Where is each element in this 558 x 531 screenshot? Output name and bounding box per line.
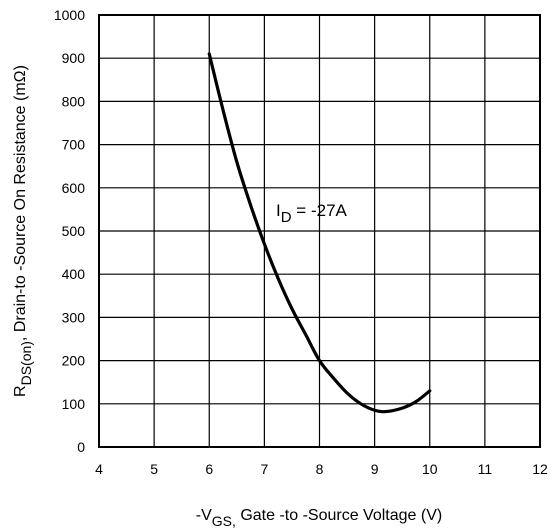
- y-axis-title: RDS(on), Drain-to -Source On Resistance …: [12, 65, 34, 397]
- y-tick-label: 800: [62, 93, 86, 109]
- x-tick-label: 10: [422, 461, 438, 477]
- plot-frame: [98, 14, 541, 448]
- y-tick-label: 300: [62, 309, 86, 325]
- y-tick-label: 1000: [54, 7, 85, 23]
- y-tick-label: 100: [62, 396, 86, 412]
- y-tick-label: 600: [62, 180, 86, 196]
- y-tick-label: 500: [62, 223, 86, 239]
- x-tick-label: 12: [532, 461, 548, 477]
- x-axis-title: -VGS, Gate -to -Source Voltage (V): [196, 507, 442, 529]
- x-tick-label: 8: [316, 461, 324, 477]
- x-tick-label: 6: [205, 461, 213, 477]
- x-tick-label: 11: [478, 461, 493, 477]
- x-tick-label: 4: [95, 461, 103, 477]
- current-annotation: ID = -27A: [276, 201, 348, 226]
- y-tick-label: 200: [62, 353, 86, 369]
- y-tick-label: 700: [62, 137, 86, 153]
- y-tick-label: 400: [62, 266, 86, 282]
- x-tick-label: 9: [371, 461, 379, 477]
- y-tick-label: 900: [62, 50, 86, 66]
- x-tick-label: 7: [260, 461, 268, 477]
- x-tick-label: 5: [150, 461, 158, 477]
- y-tick-label: 0: [77, 439, 85, 455]
- rds-on-curve: [207, 52, 432, 414]
- grid-lines: [99, 15, 540, 447]
- tick-labels: 4 5 6 7 8 9 10 11 12 0 100 200 300 400 500 600 700 800 900…: [54, 7, 548, 477]
